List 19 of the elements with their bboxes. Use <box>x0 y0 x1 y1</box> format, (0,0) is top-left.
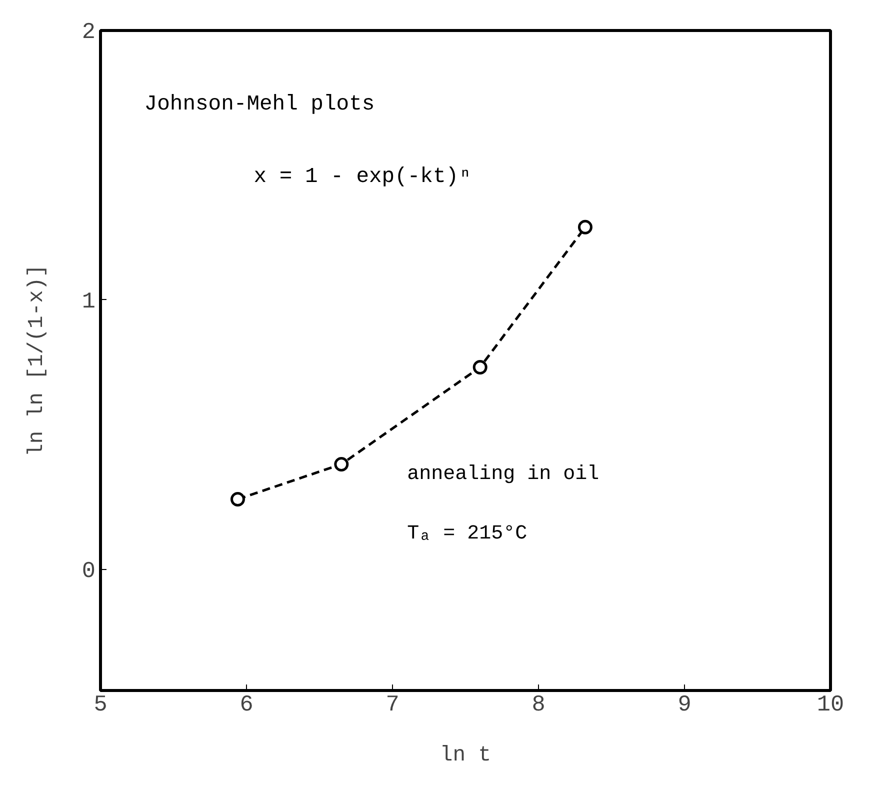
point <box>230 492 245 506</box>
point <box>334 456 349 472</box>
x-tick-label: 9 <box>678 692 692 718</box>
x-tick-label: 8 <box>532 692 546 718</box>
x-tick-label: 5 <box>94 692 108 718</box>
point <box>578 220 592 234</box>
point <box>472 360 488 374</box>
x-axis-title: ln t <box>440 744 492 768</box>
x-tick-label: 7 <box>386 692 400 718</box>
annotation: annealing in oil <box>407 462 600 486</box>
annotation: x = 1 - exp(-kt)ⁿ <box>254 164 472 189</box>
y-tick-label: 1 <box>82 288 96 314</box>
annotation: Johnson-Mehl plots <box>144 92 375 116</box>
y-tick-label: 0 <box>82 558 96 584</box>
x-tick-label: 10 <box>816 692 844 718</box>
x-tick-label: 6 <box>240 692 254 718</box>
y-axis-title: ln ln [1/(1-x)] <box>24 264 49 456</box>
annotation: Tₐ = 215°C <box>407 522 528 546</box>
y-tick-label: 2 <box>82 19 96 45</box>
